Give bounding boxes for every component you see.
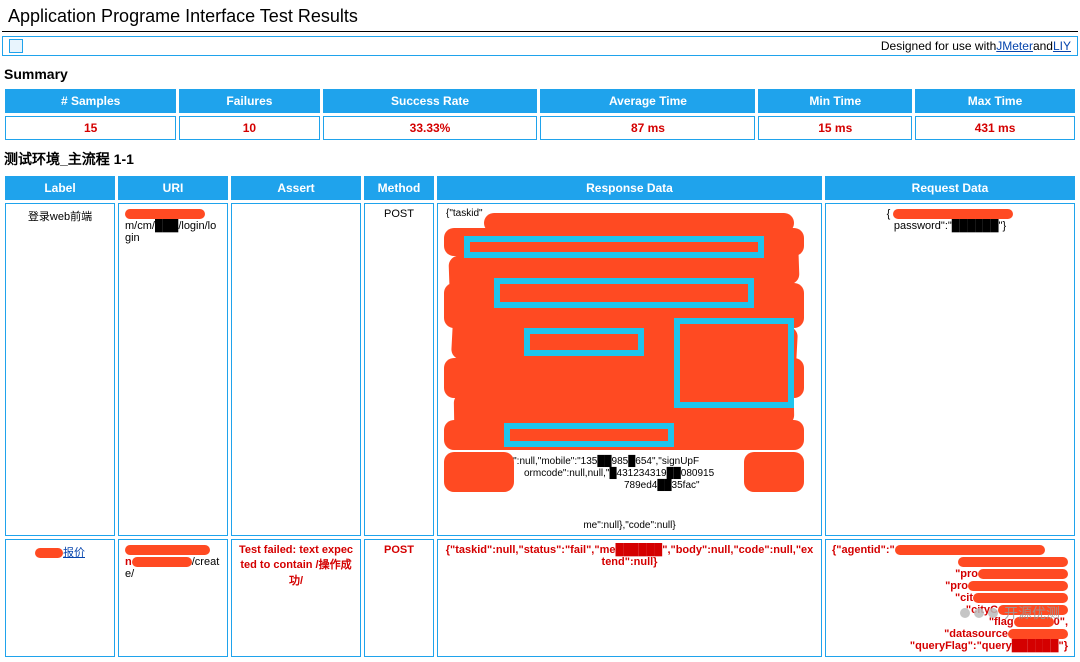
redaction-icon bbox=[35, 548, 63, 558]
th-success-rate: Success Rate bbox=[323, 89, 538, 113]
row1-response: {"taskid" "sex":null,"mobile":"135██985█… bbox=[437, 203, 822, 536]
liy-link[interactable]: LIY bbox=[1053, 39, 1071, 53]
row1-uri-text: m/cm/███/login/login bbox=[125, 220, 216, 244]
table-row: 报价 n/create/ Test failed: text expected … bbox=[5, 539, 1075, 657]
th-samples: # Samples bbox=[5, 89, 176, 113]
request-line2: password":"██████"} bbox=[894, 220, 1006, 232]
row2-uri: n/create/ bbox=[118, 539, 228, 657]
redaction-icon bbox=[893, 209, 1013, 219]
response-fragment: 789ed4██35fac" bbox=[624, 480, 700, 491]
page-title: Application Programe Interface Test Resu… bbox=[2, 2, 1078, 32]
th-response: Response Data bbox=[437, 176, 822, 200]
summary-table: # Samples Failures Success Rate Average … bbox=[2, 86, 1078, 143]
redaction-icon bbox=[132, 557, 192, 567]
td-avg-time: 87 ms bbox=[540, 116, 755, 140]
th-label: Label bbox=[5, 176, 115, 200]
response-fragment: "sex":null,"mobile":"135██985█654","sign… bbox=[494, 456, 699, 467]
row2-response: {"taskid":null,"status":"fail","me██████… bbox=[437, 539, 822, 657]
td-samples: 15 bbox=[5, 116, 176, 140]
request-open: { bbox=[887, 208, 891, 220]
req-k2: "pro bbox=[945, 580, 968, 592]
row1-label: 登录web前端 bbox=[5, 203, 115, 536]
design-bar-box bbox=[9, 39, 23, 53]
td-success-rate: 33.33% bbox=[323, 116, 538, 140]
row1-assert bbox=[231, 203, 361, 536]
th-uri: URI bbox=[118, 176, 228, 200]
redaction-icon bbox=[978, 569, 1068, 579]
req-k7: "queryFlag":"query██████"} bbox=[910, 640, 1068, 652]
th-method: Method bbox=[364, 176, 434, 200]
redaction-icon bbox=[125, 545, 210, 555]
th-assert: Assert bbox=[231, 176, 361, 200]
redaction-icon bbox=[1008, 629, 1068, 639]
req-k6: "datasource bbox=[944, 628, 1008, 640]
redaction-icon bbox=[125, 209, 205, 219]
row1-method: POST bbox=[364, 203, 434, 536]
row2-assert: Test failed: text expected to contain /操… bbox=[231, 539, 361, 657]
watermark: 开源优测 bbox=[960, 603, 1060, 623]
th-request: Request Data bbox=[825, 176, 1075, 200]
response-bottom: me":null},"code":null} bbox=[444, 518, 815, 531]
th-max-time: Max Time bbox=[915, 89, 1075, 113]
watermark-text: 开源优测 bbox=[1004, 603, 1060, 623]
row1-request: { password":"██████"} bbox=[825, 203, 1075, 536]
redaction-icon bbox=[973, 593, 1068, 603]
redaction-icon bbox=[895, 545, 1045, 555]
row1-uri: m/cm/███/login/login bbox=[118, 203, 228, 536]
results-heading: 测试环境_主流程 1-1 bbox=[4, 149, 1078, 169]
table-row: 登录web前端 m/cm/███/login/login POST {"task… bbox=[5, 203, 1075, 536]
req-k1: "pro bbox=[955, 568, 978, 580]
design-bar: Designed for use with JMeter and LIY bbox=[2, 36, 1078, 56]
th-avg-time: Average Time bbox=[540, 89, 755, 113]
redaction-icon bbox=[968, 581, 1068, 591]
response-fragment: {"taskid" bbox=[446, 208, 483, 219]
row2-label-link[interactable]: 报价 bbox=[63, 547, 85, 559]
jmeter-link[interactable]: JMeter bbox=[996, 39, 1033, 53]
response-fragment: ormcode":null,null,"█431234319██080915 bbox=[524, 468, 714, 479]
and-text: and bbox=[1033, 39, 1053, 53]
results-table: Label URI Assert Method Response Data Re… bbox=[2, 173, 1078, 660]
summary-heading: Summary bbox=[4, 66, 1078, 82]
td-max-time: 431 ms bbox=[915, 116, 1075, 140]
td-failures: 10 bbox=[179, 116, 319, 140]
row2-method: POST bbox=[364, 539, 434, 657]
th-failures: Failures bbox=[179, 89, 319, 113]
th-min-time: Min Time bbox=[758, 89, 912, 113]
redaction-icon bbox=[958, 557, 1068, 567]
request-open: {"agentid":" bbox=[832, 544, 895, 556]
redacted-response-block: {"taskid" "sex":null,"mobile":"135██985█… bbox=[444, 208, 815, 518]
row2-request: {"agentid":" "pro "pro "cit "cityC "flag… bbox=[825, 539, 1075, 657]
design-bar-text: Designed for use with bbox=[881, 39, 996, 53]
row2-label: 报价 bbox=[5, 539, 115, 657]
td-min-time: 15 ms bbox=[758, 116, 912, 140]
watermark-dots-icon bbox=[960, 608, 998, 618]
